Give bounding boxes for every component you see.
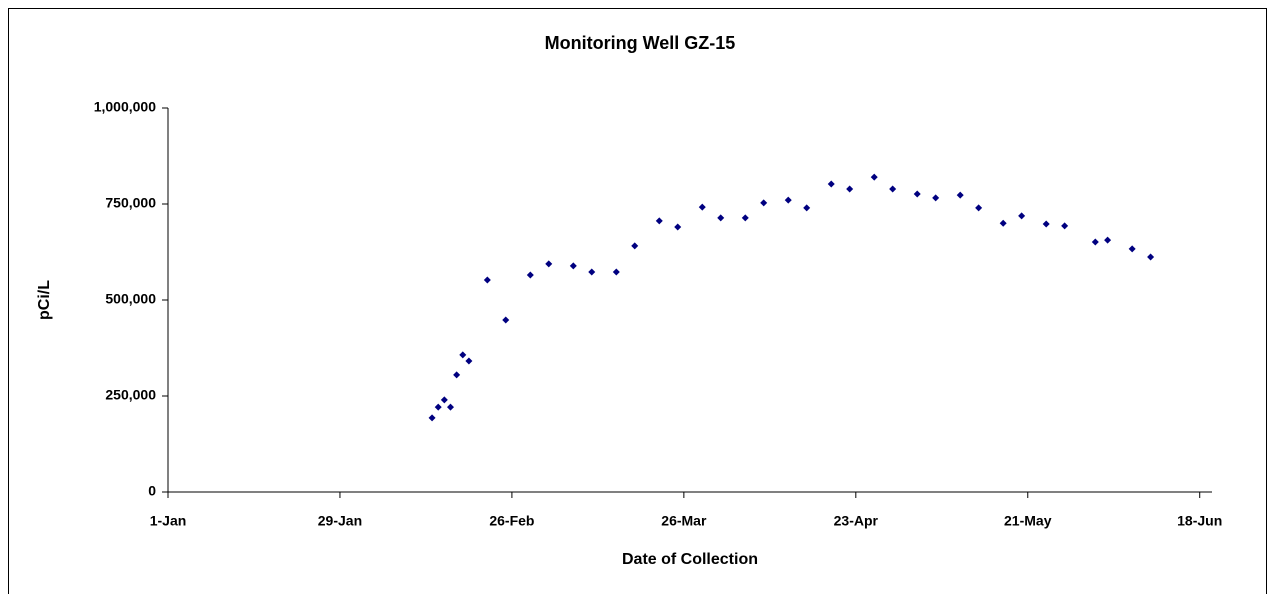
y-axis-title: pCi/L (36, 280, 53, 320)
x-tick-label: 21-May (1004, 513, 1052, 529)
data-point (698, 203, 706, 211)
x-axis-title: Date of Collection (622, 551, 758, 568)
data-point (913, 190, 921, 198)
chart-title: Monitoring Well GZ-15 (545, 33, 736, 53)
x-tick-label: 18-Jun (1177, 513, 1222, 529)
y-tick-label: 1,000,000 (94, 99, 156, 115)
data-point (741, 214, 749, 222)
data-point (588, 268, 596, 276)
data-point (526, 271, 534, 279)
data-point (459, 351, 467, 359)
y-tick-label: 250,000 (105, 387, 156, 403)
data-point (674, 223, 682, 231)
x-tick-label: 1-Jan (150, 513, 187, 529)
data-point (932, 194, 940, 202)
data-point (569, 262, 577, 270)
data-point (1104, 236, 1112, 244)
data-point (655, 217, 663, 225)
data-point (784, 196, 792, 204)
data-point (889, 185, 897, 193)
data-point (446, 403, 454, 411)
data-point (428, 414, 436, 422)
data-point (870, 173, 878, 181)
data-point (631, 242, 639, 250)
y-tick-label: 750,000 (105, 195, 156, 211)
data-point (1042, 220, 1050, 228)
y-tick-label: 0 (148, 483, 156, 499)
data-point (846, 185, 854, 193)
data-point (465, 357, 473, 365)
data-point (999, 219, 1007, 227)
x-tick-label: 26-Mar (661, 513, 707, 529)
data-point (1128, 245, 1136, 253)
data-point (1018, 212, 1026, 220)
data-point (502, 316, 510, 324)
data-point (545, 260, 553, 268)
data-point (1091, 238, 1099, 246)
data-point (440, 396, 448, 404)
chart-border (8, 8, 1267, 594)
data-point (612, 268, 620, 276)
data-point (956, 191, 964, 199)
x-tick-label: 29-Jan (318, 513, 362, 529)
data-point (975, 204, 983, 212)
data-point (453, 371, 461, 379)
data-point (1147, 253, 1155, 261)
x-tick-label: 23-Apr (834, 513, 879, 529)
data-point (760, 199, 768, 207)
data-point (827, 180, 835, 188)
data-point (803, 204, 811, 212)
data-point (1061, 222, 1069, 230)
data-point (434, 403, 442, 411)
data-point (717, 214, 725, 222)
data-point (483, 276, 491, 284)
y-tick-label: 500,000 (105, 291, 156, 307)
x-tick-label: 26-Feb (489, 513, 534, 529)
